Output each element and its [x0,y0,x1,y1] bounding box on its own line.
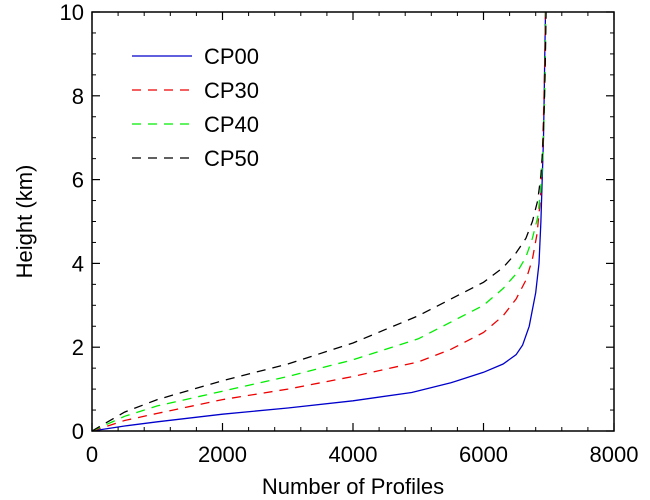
series-line-cp50 [91,11,547,432]
y-tick-label: 2 [72,335,84,360]
y-tick-label: 4 [72,251,84,276]
y-tick-label: 8 [72,84,84,109]
x-axis-label: Number of Profiles [262,474,444,499]
legend-label-cp30: CP30 [204,78,259,103]
y-axis-label: Height (km) [12,165,37,279]
x-tick-label: 6000 [459,442,508,467]
y-tick-label: 10 [60,0,84,25]
plot-frame [91,11,615,432]
x-tick-label: 2000 [198,442,247,467]
legend: CP00 CP30 CP40 CP50 [132,44,259,171]
legend-label-cp50: CP50 [204,146,259,171]
x-tick-label: 0 [86,442,98,467]
series-group [91,11,547,432]
series-line-cp00 [91,11,547,432]
x-tick-label: 8000 [590,442,639,467]
y-tick-label: 6 [72,168,84,193]
y-tick-label: 0 [72,419,84,444]
legend-label-cp00: CP00 [204,44,259,69]
legend-label-cp40: CP40 [204,112,259,137]
x-tick-label: 4000 [329,442,378,467]
